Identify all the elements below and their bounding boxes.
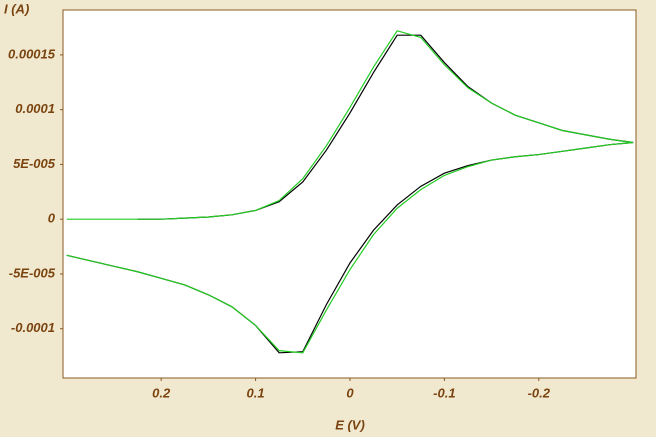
y-tick-label: 0	[48, 211, 56, 226]
x-tick-label: 0.1	[247, 385, 265, 400]
y-tick-label: 0.00015	[8, 46, 56, 61]
y-tick-label: -0.0001	[11, 320, 55, 335]
y-tick-label: -5E-005	[9, 265, 56, 280]
y-tick-label: 0.0001	[15, 101, 55, 116]
x-tick-label: 0	[346, 385, 354, 400]
x-tick-label: -0.1	[433, 385, 455, 400]
x-axis-label: E (V)	[335, 417, 365, 432]
plot-area	[62, 9, 637, 379]
x-tick-label: -0.2	[528, 385, 551, 400]
y-tick-label: 5E-005	[13, 156, 56, 171]
y-axis-label: I (A)	[4, 1, 29, 16]
x-tick-label: 0.2	[152, 385, 171, 400]
series-line	[66, 30, 634, 354]
